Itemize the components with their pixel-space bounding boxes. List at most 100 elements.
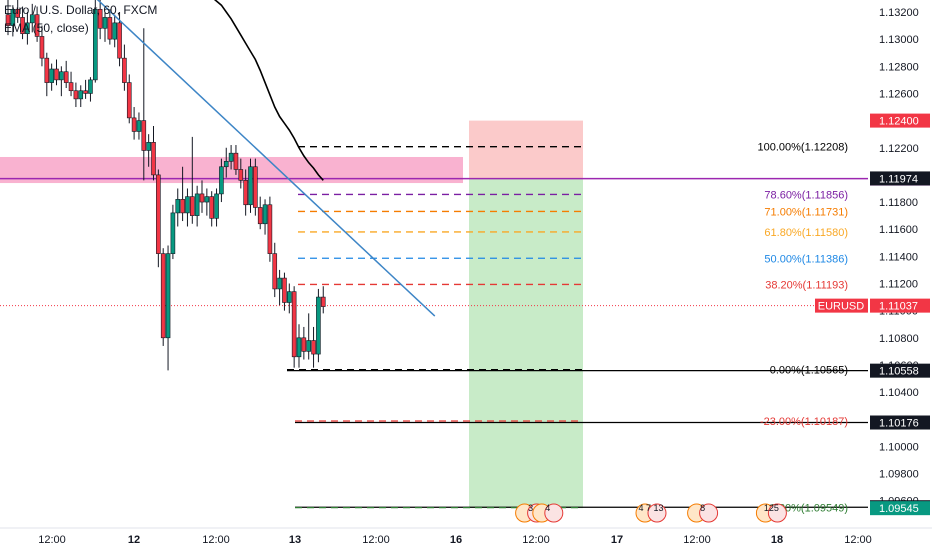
candle xyxy=(68,71,74,97)
candle-body xyxy=(243,180,248,206)
candle-body xyxy=(29,14,35,24)
candle xyxy=(10,5,16,37)
y-tick-label: 1.11400 xyxy=(879,251,918,263)
y-tick-label: 1.10000 xyxy=(879,441,919,453)
candle xyxy=(15,0,20,23)
candle xyxy=(165,245,171,371)
candle-body xyxy=(233,152,239,170)
candle xyxy=(136,112,142,140)
candle-body xyxy=(146,142,151,151)
candle xyxy=(238,158,244,189)
candle xyxy=(190,136,195,224)
candle-body xyxy=(25,22,30,35)
candle-body xyxy=(306,340,312,352)
candle xyxy=(39,25,45,67)
candle-body xyxy=(272,253,278,290)
candle xyxy=(93,0,98,83)
ema-line xyxy=(213,0,324,181)
candle xyxy=(262,199,268,235)
event-icon xyxy=(767,503,787,523)
candle-body xyxy=(253,166,258,208)
candle-body xyxy=(296,337,302,358)
candle xyxy=(156,169,161,268)
candle-body xyxy=(311,340,316,355)
candle xyxy=(88,77,93,102)
event-label: 3 xyxy=(528,503,533,513)
event-label: 125 xyxy=(764,503,779,513)
candle-body xyxy=(194,193,200,216)
candle xyxy=(277,269,282,306)
x-tick-label: 12:00 xyxy=(683,534,711,546)
x-tick-label: 16 xyxy=(450,534,462,546)
candle-body xyxy=(88,79,93,94)
ema-legend: EMA (50, close) xyxy=(4,21,89,35)
y-tick-label: 1.10800 xyxy=(879,333,919,345)
candle-body xyxy=(238,169,244,181)
candle-body xyxy=(316,296,321,355)
candle-body xyxy=(301,337,307,352)
event-marker: 4 xyxy=(532,503,564,523)
candle-body xyxy=(15,8,20,18)
y-tick-label: 1.13000 xyxy=(879,34,919,46)
candle-body xyxy=(277,277,282,290)
symbol-tag-label: EURUSD xyxy=(818,301,865,313)
candle xyxy=(219,158,224,203)
chart-title: Euro / U.S. Dollar, 60, FXCM xyxy=(4,3,158,17)
candle-body xyxy=(73,90,79,100)
candle-body xyxy=(286,291,292,303)
candle xyxy=(20,6,25,40)
candle-body xyxy=(102,17,108,29)
candle xyxy=(209,191,214,227)
x-tick-label: 12:00 xyxy=(362,534,390,546)
candle xyxy=(233,145,239,175)
price-axis xyxy=(870,0,932,528)
candle-body xyxy=(223,161,229,168)
candle xyxy=(5,0,11,36)
candle-body xyxy=(5,14,11,26)
x-tick-label: 18 xyxy=(771,534,783,546)
fib-level-label: 71.00%(1.11731) xyxy=(764,206,848,218)
candle-body xyxy=(20,17,25,35)
candle xyxy=(102,12,108,42)
y-tick-label: 1.09800 xyxy=(879,469,919,481)
price-tag xyxy=(870,113,930,128)
candle xyxy=(151,126,156,181)
price-tag xyxy=(870,363,930,378)
y-tick-label: 1.12600 xyxy=(879,88,919,100)
candle-body xyxy=(117,22,122,59)
candle-body xyxy=(59,71,64,81)
candle-body xyxy=(44,57,50,83)
candle xyxy=(301,326,307,360)
position-target-zone xyxy=(469,178,583,509)
candle-body xyxy=(63,71,69,83)
candle xyxy=(29,3,35,33)
candle-body xyxy=(291,291,297,358)
candle-body xyxy=(185,196,190,214)
candle-body xyxy=(257,207,263,225)
candle xyxy=(49,63,54,91)
candle xyxy=(243,169,248,216)
candle xyxy=(194,185,200,227)
event-label: 8 xyxy=(700,503,705,513)
candle xyxy=(175,188,181,227)
candle-body xyxy=(49,68,54,83)
candle xyxy=(253,158,258,216)
candle-body xyxy=(262,204,268,225)
price-tag-label: 1.12400 xyxy=(879,116,919,128)
candle xyxy=(257,196,263,230)
candle-body xyxy=(156,174,161,254)
price-tag-label: 1.10558 xyxy=(879,366,919,378)
fib-level-label: 38.20%(1.11193) xyxy=(765,279,848,291)
position-stop-zone xyxy=(469,120,583,179)
candle-body xyxy=(10,8,16,26)
price-tag-label: 1.09545 xyxy=(879,503,919,515)
candle-body xyxy=(228,152,234,162)
candle-body xyxy=(54,68,59,81)
candle xyxy=(180,166,185,222)
candle xyxy=(286,283,292,314)
x-tick-label: 17 xyxy=(611,534,623,546)
x-tick-label: 12:00 xyxy=(844,534,872,546)
candle xyxy=(34,6,40,42)
candle xyxy=(248,158,253,213)
